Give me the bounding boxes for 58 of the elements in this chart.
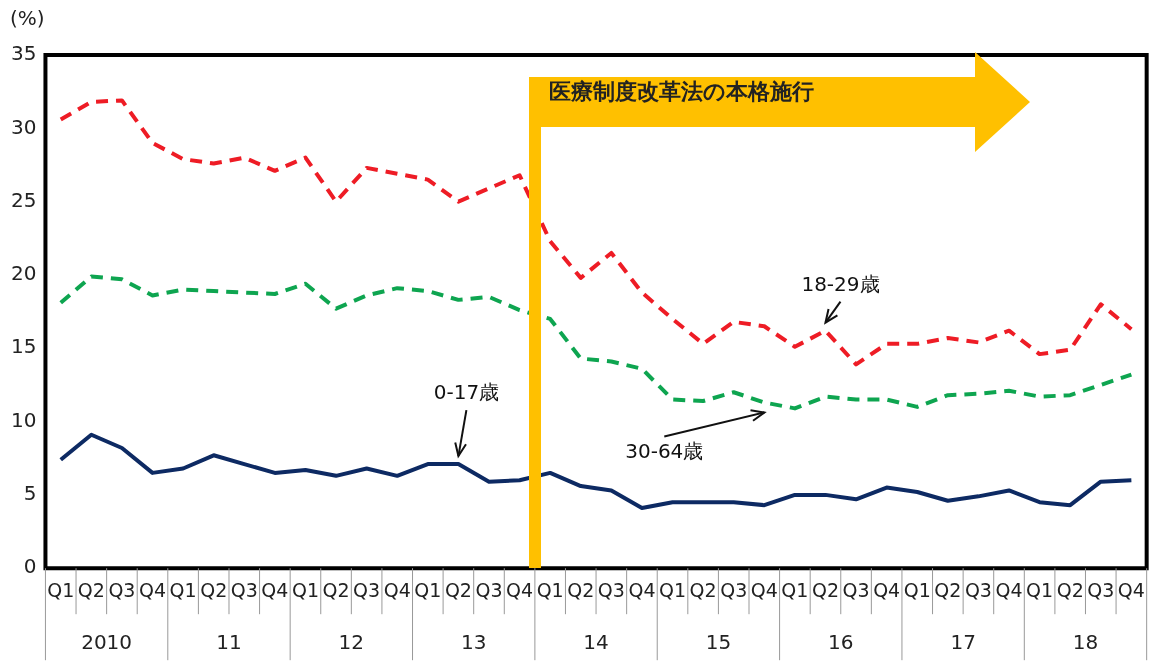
x-tick-label: Q2 [934, 578, 962, 601]
x-tick-label: Q1 [1026, 578, 1054, 601]
x-tick-label: Q1 [414, 578, 442, 601]
text: 0-17歳 [433, 380, 500, 405]
x-tick-label: Q2 [322, 578, 350, 601]
text: 13 [460, 630, 487, 655]
x-tick-label: Q1 [903, 578, 931, 601]
x-tick-label: Q4 [138, 578, 167, 601]
text: 14 [583, 630, 609, 655]
text: 12 [338, 630, 365, 655]
x-tick-label: Q3 [964, 578, 992, 601]
y-tick-label: 35 [11, 41, 37, 66]
text: 18 [1072, 630, 1099, 655]
y-axis-title: (%) [10, 6, 45, 31]
x-tick-label: Q2 [811, 578, 839, 601]
x-tick-label: Q4 [995, 578, 1023, 601]
text: 16 [828, 630, 854, 655]
text: 11 [216, 630, 242, 655]
x-tick-label: Q4 [261, 578, 289, 601]
x-tick-label: Q2 [689, 578, 717, 601]
x-tick-label: Q1 [169, 578, 197, 601]
x-tick-label: Q3 [475, 578, 503, 601]
x-tick-label: Q4 [873, 578, 901, 601]
x-tick-label: Q4 [506, 578, 534, 601]
x-tick-label: Q1 [291, 578, 319, 601]
y-tick-label: 20 [11, 261, 37, 286]
y-tick-label: 30 [11, 114, 37, 139]
x-tick-label: Q3 [1087, 578, 1115, 601]
x-tick-label: Q1 [536, 578, 564, 601]
x-tick-label: Q4 [1117, 578, 1145, 601]
series-label: 30-64歳 [625, 438, 704, 463]
x-tick-label: Q2 [1056, 578, 1084, 601]
x-tick-label: Q2 [444, 578, 472, 601]
y-tick-label: 5 [23, 481, 37, 506]
x-tick-label: Q3 [597, 578, 625, 601]
y-tick-label: 15 [11, 334, 37, 359]
text: 15 [705, 630, 732, 655]
x-tick-label: Q3 [842, 578, 870, 601]
x-tick-label: Q3 [720, 578, 748, 601]
x-tick-label: Q3 [230, 578, 258, 601]
x-tick-label: Q2 [567, 578, 595, 601]
x-tick-label: Q4 [383, 578, 411, 601]
y-tick-label: 0 [23, 554, 37, 579]
text: 2010 [81, 630, 133, 655]
text: 17 [950, 630, 976, 655]
x-tick-label: Q3 [353, 578, 381, 601]
x-tick-label: Q4 [628, 578, 656, 601]
x-tick-label: Q4 [750, 578, 778, 601]
x-tick-label: Q2 [200, 578, 228, 601]
annotation: 医療制度改革法の本格施行 [548, 78, 814, 106]
x-tick-label: Q3 [108, 578, 136, 601]
x-tick-label: Q2 [77, 578, 105, 601]
y-tick-label: 10 [11, 407, 37, 432]
x-tick-label: Q1 [659, 578, 687, 601]
x-tick-label: Q1 [47, 578, 75, 601]
y-tick-label: 25 [11, 187, 37, 212]
x-tick-label: Q1 [781, 578, 809, 601]
text: 18-29歳 [801, 271, 880, 296]
